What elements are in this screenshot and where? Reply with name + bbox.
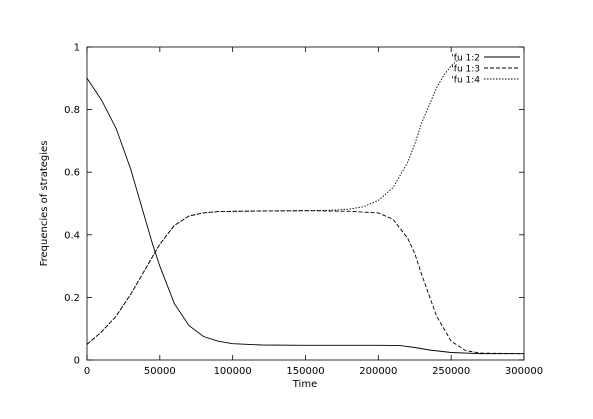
y-axis-label: Frequencies of strategies xyxy=(39,141,50,267)
x-tick-label: 300000 xyxy=(505,366,543,377)
x-tick-label: 0 xyxy=(84,366,90,377)
y-tick-label: 1 xyxy=(74,43,80,54)
y-tick-label: 0.8 xyxy=(64,105,80,116)
y-tick-label: 0.4 xyxy=(64,230,80,241)
plot-frame xyxy=(86,46,525,361)
legend-label: 'fu 1:2 xyxy=(451,54,480,64)
x-tick-label: 200000 xyxy=(359,366,397,377)
x-ticks: 0 50000 100000 150000 200000 250000 300000 xyxy=(84,47,543,377)
y-tick-label: 0.2 xyxy=(64,293,80,304)
series-line-2 xyxy=(86,210,525,355)
series-line-3 xyxy=(86,59,459,345)
series-lines xyxy=(86,59,525,355)
y-tick-label: 0.6 xyxy=(64,168,80,179)
x-axis-label: Time xyxy=(292,379,317,390)
x-tick-label: 150000 xyxy=(286,366,324,377)
y-ticks: 0 0.2 0.4 0.6 0.8 1 xyxy=(64,43,524,367)
x-tick-label: 250000 xyxy=(432,366,470,377)
x-tick-label: 50000 xyxy=(144,366,176,377)
series-line-1 xyxy=(86,78,524,355)
x-tick-label: 100000 xyxy=(214,366,252,377)
legend: 'fu 1:2'fu 1:3'fu 1:4 xyxy=(451,54,520,86)
y-tick-label: 0 xyxy=(74,356,80,367)
legend-label: 'fu 1:4 xyxy=(451,76,480,86)
legend-label: 'fu 1:3 xyxy=(451,65,480,75)
